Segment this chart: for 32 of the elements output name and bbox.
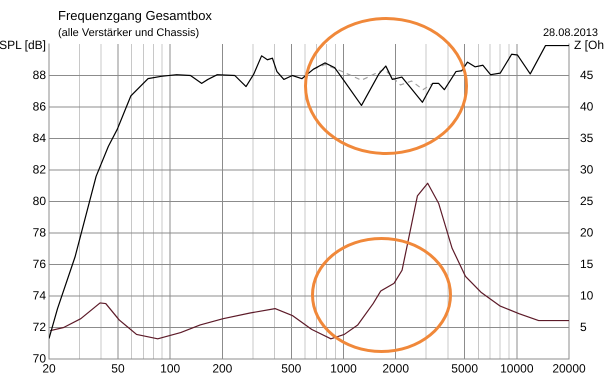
y2-tick-label: 40 (580, 99, 594, 114)
y-axis-title: SPL [dB] (0, 38, 46, 52)
y-tick-label: 78 (32, 225, 46, 240)
x-tick-label: 200 (212, 362, 233, 376)
y2-tick-label: 25 (580, 194, 594, 208)
x-tick-label: 20000 (552, 362, 586, 376)
text: 28.08.2013 (542, 27, 598, 39)
y2-tick-label: 35 (580, 130, 594, 145)
y-tick-label: 76 (32, 256, 46, 271)
chart-title: Frequenzgang Gesamtbox (58, 8, 212, 23)
y2-tick-label: 15 (580, 256, 594, 271)
y-tick-label: 74 (32, 288, 46, 302)
x-tick-label: 100 (160, 362, 180, 376)
chart-subtitle: (alle Verstärker und Chassis) (58, 27, 200, 39)
x-tick-label: 1000 (330, 362, 358, 376)
x-tick-label: 500 (281, 362, 302, 376)
y-tick-label: 72 (32, 320, 46, 334)
y2-tick-label: 45 (580, 68, 594, 82)
y2-tick-label: 10 (580, 288, 594, 302)
y-tick-label: 86 (32, 99, 46, 114)
y-tick-label: 80 (32, 194, 46, 208)
y2-tick-label: 20 (580, 225, 594, 240)
x-tick-label: 10000 (500, 362, 534, 376)
x-tick-label: 5000 (451, 362, 478, 376)
x-tick-label: 50 (111, 362, 125, 376)
y2-tick-label: 30 (580, 162, 594, 176)
y2-tick-label: 5 (580, 320, 587, 334)
y-tick-label: 84 (32, 130, 46, 145)
y2-axis-title: Z [Oh (574, 38, 604, 52)
y-tick-label: 88 (32, 68, 46, 82)
x-tick-label: 2000 (382, 362, 410, 376)
y-tick-label: 82 (32, 162, 46, 176)
